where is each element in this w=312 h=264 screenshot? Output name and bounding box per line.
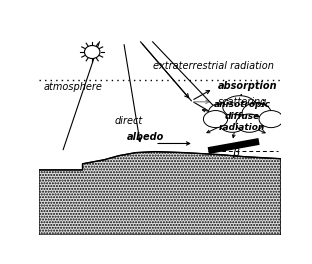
- Ellipse shape: [219, 114, 246, 132]
- Ellipse shape: [203, 111, 228, 128]
- Text: scattering: scattering: [218, 97, 267, 107]
- Text: β: β: [232, 148, 240, 158]
- Text: direct: direct: [114, 116, 143, 126]
- Ellipse shape: [236, 114, 263, 132]
- Polygon shape: [39, 152, 281, 235]
- Circle shape: [85, 45, 100, 59]
- Text: extraterrestrial radiation: extraterrestrial radiation: [153, 61, 274, 71]
- Text: albedo: albedo: [127, 132, 164, 142]
- Text: absorption: absorption: [218, 81, 278, 91]
- Ellipse shape: [242, 103, 271, 123]
- Text: anisotropic
diffuse
radiation: anisotropic diffuse radiation: [214, 100, 271, 132]
- Text: atmosphere: atmosphere: [44, 82, 103, 92]
- Ellipse shape: [259, 111, 283, 128]
- Ellipse shape: [223, 96, 256, 118]
- Ellipse shape: [208, 103, 237, 123]
